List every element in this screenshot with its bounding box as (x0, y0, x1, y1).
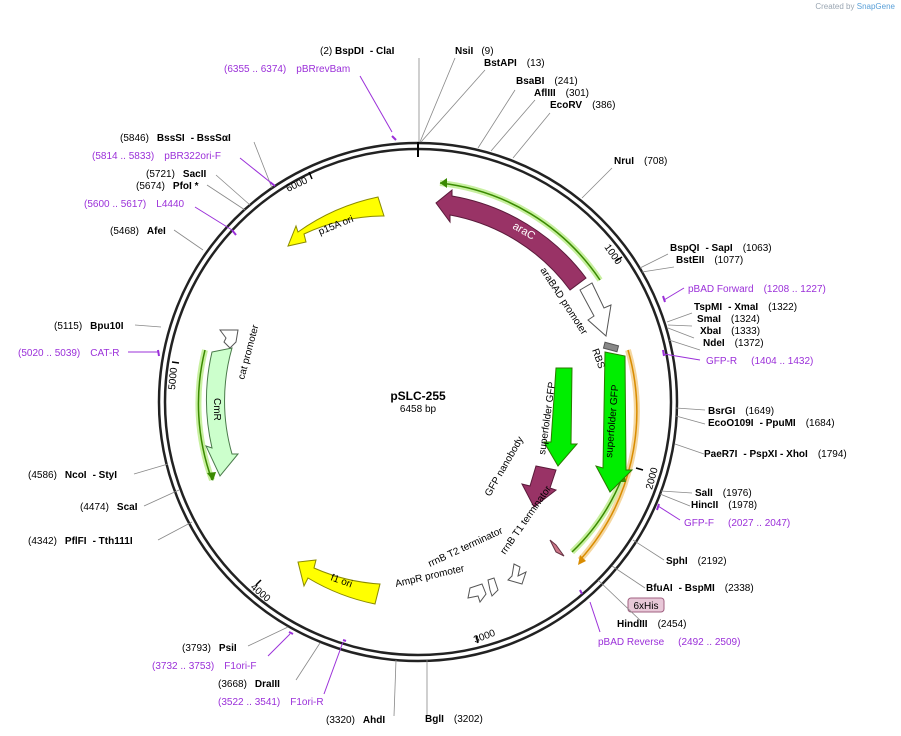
araBAD-promoter-feature (579, 282, 612, 337)
site-leaders (133, 57, 706, 717)
gfp-nanobody-feature (521, 465, 558, 508)
plasmid-name: pSLC-255 (390, 389, 446, 403)
site-afliii: AflIII (301) (534, 88, 589, 99)
site-draiii: (3668) DraIII (218, 679, 280, 690)
araC-feature (435, 188, 587, 291)
site-nsii: NsiI (9) (455, 46, 494, 57)
site-xbai: XbaI (1333) (700, 326, 760, 337)
site-bsteii: BstEII (1077) (676, 255, 743, 266)
primer-pbad-forward: pBAD Forward (1208 .. 1227) (688, 284, 826, 295)
site-tspmi: TspMI - XmaI (1322) (694, 302, 797, 313)
primer-l4440: (5600 .. 5617) L4440 (84, 199, 185, 210)
site-sphi: SphI (2192) (666, 556, 727, 567)
site-bpu10i: (5115) Bpu10I (54, 321, 124, 332)
site-ecoo109i: EcoO109I - PpuMI (1684) (708, 418, 835, 429)
cmr-orf-line-core (197, 349, 213, 481)
primer-labels: (6355 .. 6374) pBRrevBam (5814 .. 5833) pB… (18, 64, 826, 708)
ampr-promoter-feature (467, 583, 487, 604)
f1-ori-feature (297, 559, 381, 605)
gfp-nanobody-label: GFP nanobody (483, 435, 526, 499)
primer-gfp-r: GFP-R (1404 .. 1432) (706, 356, 813, 367)
primer-f1ori-f: (3732 .. 3753) F1ori-F (152, 661, 257, 672)
primer-pbr322ori-f: (5814 .. 5833) pBR322ori-F (92, 151, 221, 162)
gfp-orf-outer-core (579, 349, 638, 561)
site-afei: (5468) AfeI (110, 226, 166, 237)
plasmid-size: 6458 bp (400, 404, 437, 415)
ampr-promoter-feature-2 (487, 577, 499, 597)
site-bsabi: BsaBI (241) (516, 76, 578, 87)
cmr-feature (205, 347, 240, 477)
site-sacii: (5721) SacII (146, 169, 206, 180)
his-tag-label: 6xHis (633, 601, 658, 612)
site-hindiii: HindIII (2454) (617, 619, 686, 630)
rbs-feature (602, 341, 620, 353)
primer-gfp-f: GFP-F (2027 .. 2047) (684, 518, 790, 529)
sfgfp-outer-feature (594, 351, 634, 493)
p15a-ori-feature (287, 196, 385, 247)
cmr-label: CmR (211, 398, 222, 421)
cat-promoter-label: cat promoter (236, 323, 261, 381)
site-ncoi: (4586) NcoI - StyI (28, 470, 117, 481)
cat-promoter-feature (219, 329, 239, 349)
sfgfp-inner-feature (543, 367, 579, 467)
cmr-orf-arrowhead (207, 472, 216, 481)
araC-orf-line-core (439, 182, 601, 281)
site-paer7i: PaeR7I - PspXI - XhoI (1794) (704, 449, 847, 460)
site-nrui: NruI (708) (614, 156, 667, 167)
site-bspqi: BspQI - SapI (1063) (670, 243, 772, 254)
primer-pbad-reverse: pBAD Reverse (2492 .. 2509) (598, 637, 740, 648)
ticks (171, 171, 644, 644)
site-pfoi: (5674) PfoI * (136, 181, 199, 192)
site-bfuai: BfuAI - BspMI (2338) (646, 583, 754, 594)
site-bgli: BglI (3202) (425, 714, 483, 725)
gfp-orf-inner-core (571, 477, 623, 553)
gfp-orf-outer-arrowhead (578, 555, 586, 565)
primer-pbrrevbam: (6355 .. 6374) pBRrevBam (224, 64, 350, 75)
rbs-label: RBS (589, 347, 606, 370)
tick-1000: 1000 (602, 242, 624, 267)
araC-orf-arrowhead (440, 178, 447, 188)
site-labels: (2) BspDI - ClaI NsiI (9) BstAPI (13) BsaBI… (28, 46, 847, 726)
site-bsssi: (5846) BssSI - BssSαI (120, 133, 231, 144)
site-scai: (4474) ScaI (80, 502, 138, 513)
site-psii: (3793) PsiI (182, 643, 237, 654)
site-pflfi: (4342) PflFI - Tth111I (28, 536, 133, 547)
site-ahdi: (3320) AhdI (326, 715, 385, 726)
site-sali: SalI (1976) (695, 488, 752, 499)
primer-markers (128, 75, 701, 695)
site-ecorv: EcoRV (386) (550, 100, 615, 111)
site-bsrgi: BsrGI (1649) (708, 406, 774, 417)
rrnb-t2-feature (507, 563, 527, 585)
tick-5000: 5000 (167, 367, 180, 391)
primer-cat-r: (5020 .. 5039) CAT-R (18, 348, 120, 359)
his-tag-box (627, 597, 665, 613)
primer-f1ori-r: (3522 .. 3541) F1ori-R (218, 697, 324, 708)
site-smai: SmaI (1324) (697, 314, 760, 325)
rrnb-t1-feature (549, 539, 565, 557)
site-hincii: HincII (1978) (691, 500, 757, 511)
site-ndei: NdeI (1372) (703, 338, 764, 349)
rrnb-t2-label: rrnB T2 terminator (427, 525, 506, 569)
snapgene-credit: Created by SnapGene (815, 2, 895, 11)
rrnb-t1-label: rrnB T1 terminator (498, 484, 554, 557)
site-bspdi: (2) BspDI - ClaI (320, 46, 395, 57)
site-bstapi: BstAPI (13) (484, 58, 545, 69)
